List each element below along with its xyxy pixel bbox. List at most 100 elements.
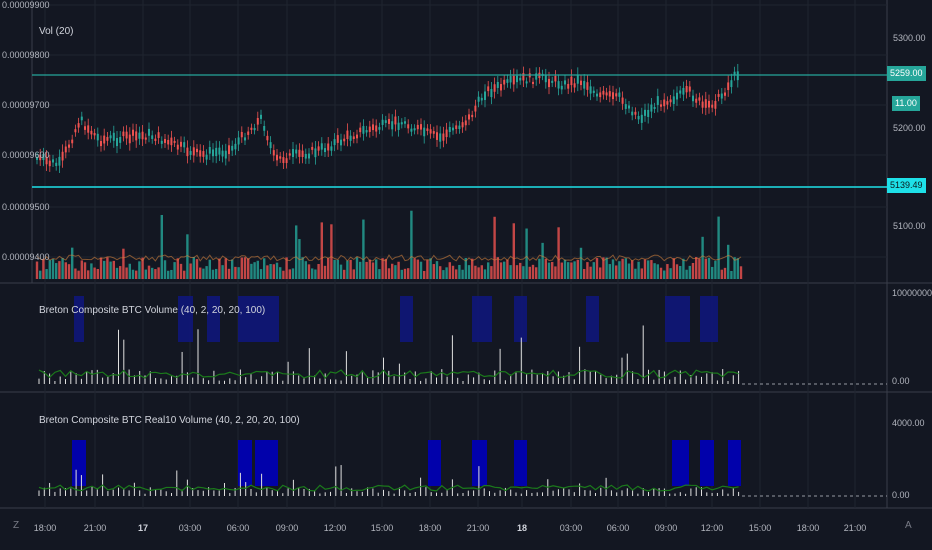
pane2-ma-line bbox=[38, 369, 739, 379]
volume-bar bbox=[333, 259, 336, 279]
volume-bar bbox=[487, 262, 490, 279]
volume-bar bbox=[698, 258, 701, 279]
candle-body bbox=[103, 135, 106, 144]
signal-overlay bbox=[472, 440, 487, 486]
volume-bar bbox=[637, 261, 640, 279]
volume-bar bbox=[442, 270, 445, 279]
auto-scale-icon[interactable]: A bbox=[905, 520, 912, 531]
volume-bar bbox=[675, 264, 679, 279]
candle-body bbox=[426, 128, 429, 131]
candle-body bbox=[106, 136, 109, 141]
candle-body bbox=[250, 127, 253, 130]
candle-body bbox=[608, 91, 611, 97]
candle-body bbox=[576, 74, 579, 84]
candle-body bbox=[247, 131, 250, 135]
candle-body bbox=[736, 71, 739, 81]
candle-body bbox=[551, 80, 554, 83]
candle-body bbox=[708, 100, 710, 108]
volume-bar bbox=[509, 265, 512, 279]
candle-body bbox=[650, 104, 653, 112]
candle-body bbox=[119, 137, 122, 143]
volume-bar bbox=[547, 262, 551, 279]
candle-body bbox=[461, 122, 464, 128]
volume-bar bbox=[359, 261, 362, 279]
candle-body bbox=[666, 101, 669, 105]
candle-body bbox=[224, 150, 227, 159]
volume-bar bbox=[87, 270, 90, 279]
volume-bar bbox=[426, 260, 429, 279]
pane2-axis-bottom: 0.00 bbox=[892, 376, 910, 386]
candle-body bbox=[525, 81, 528, 84]
volume-bar bbox=[336, 259, 339, 279]
candle-body bbox=[327, 143, 330, 151]
time-axis-label: 21:00 bbox=[844, 523, 867, 533]
candle-body bbox=[173, 140, 176, 143]
candle-body bbox=[468, 114, 470, 120]
volume-bar bbox=[192, 257, 195, 279]
volume-bar bbox=[720, 269, 723, 279]
candle-body bbox=[336, 135, 339, 143]
volume-bar bbox=[256, 260, 259, 279]
volume-bar bbox=[663, 270, 666, 279]
candle-body bbox=[397, 122, 400, 130]
candle-body bbox=[512, 75, 515, 85]
candle-body bbox=[727, 82, 730, 91]
candle-body bbox=[189, 151, 192, 155]
volume-bar bbox=[263, 258, 266, 279]
volume-bar bbox=[551, 261, 554, 279]
candle-body bbox=[58, 156, 61, 166]
volume-bar bbox=[567, 262, 570, 279]
candle-body bbox=[669, 99, 672, 103]
volume-bar bbox=[429, 258, 432, 279]
volume-bar bbox=[282, 270, 285, 279]
pane2-title[interactable]: Breton Composite BTC Volume (40, 2, 20, … bbox=[39, 305, 266, 316]
candle-body bbox=[234, 143, 237, 150]
candle-body bbox=[378, 127, 381, 130]
volume-bar bbox=[317, 264, 320, 279]
volume-bar bbox=[346, 260, 349, 279]
candle-body bbox=[445, 129, 448, 138]
volume-indicator-label[interactable]: Vol (20) bbox=[39, 26, 74, 37]
signal-overlay bbox=[178, 296, 193, 342]
candle-body bbox=[196, 148, 198, 153]
volume-bar bbox=[592, 262, 595, 279]
candle-body bbox=[39, 154, 42, 161]
volume-bar bbox=[339, 264, 343, 279]
candle-body bbox=[644, 109, 646, 116]
zoom-icon[interactable]: Z bbox=[13, 520, 20, 531]
volume-bar bbox=[515, 265, 519, 279]
candle-body bbox=[432, 131, 435, 134]
volume-bar bbox=[503, 261, 506, 279]
volume-bar bbox=[179, 263, 183, 279]
volume-bar bbox=[131, 269, 135, 279]
candle-body bbox=[368, 126, 371, 132]
right-axis-label: 5200.00 bbox=[893, 123, 926, 133]
pane3-title[interactable]: Breton Composite BTC Real10 Volume (40, … bbox=[39, 415, 300, 426]
candle-body bbox=[90, 130, 93, 135]
volume-bar bbox=[666, 264, 669, 279]
candle-body bbox=[253, 127, 256, 131]
candle-body bbox=[589, 86, 592, 94]
candle-body bbox=[45, 156, 48, 165]
volume-bar bbox=[368, 259, 371, 279]
signal-overlay bbox=[700, 296, 718, 342]
candle-body bbox=[272, 150, 275, 156]
candle-body bbox=[560, 85, 563, 90]
candle-body bbox=[87, 125, 90, 133]
candle-body bbox=[621, 97, 624, 104]
candle-body bbox=[592, 90, 595, 93]
volume-bar bbox=[157, 267, 160, 279]
candle-body bbox=[413, 128, 416, 131]
candle-body bbox=[701, 101, 704, 108]
volume-bar bbox=[384, 258, 387, 279]
candle-body bbox=[685, 85, 688, 93]
volume-bar bbox=[154, 269, 157, 279]
volume-bar bbox=[330, 224, 333, 279]
volume-bar bbox=[611, 259, 615, 279]
volume-bar bbox=[147, 265, 151, 279]
candle-body bbox=[282, 157, 285, 164]
volume-bar bbox=[656, 264, 659, 279]
candle-body bbox=[647, 109, 650, 117]
volume-bar bbox=[128, 263, 131, 279]
